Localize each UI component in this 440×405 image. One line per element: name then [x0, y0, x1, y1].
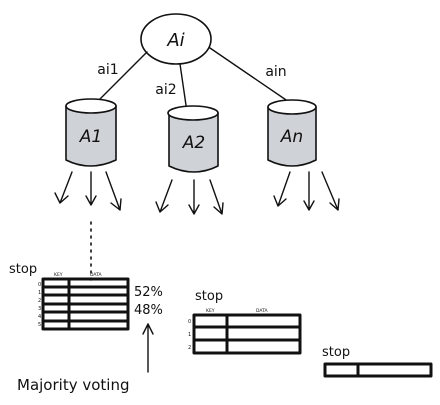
percentage-label-1: 52%	[134, 285, 163, 300]
table-2-header-data: DATA	[256, 308, 269, 314]
table-2-header-key: KEY	[206, 308, 215, 314]
node-label-2: A2	[182, 133, 205, 153]
edge-line-3	[209, 47, 293, 105]
table-1-title: stop	[9, 262, 37, 277]
root-node: Ai	[140, 13, 212, 65]
edge-label-2: ai2	[155, 82, 176, 98]
table-2-row-index: 1	[188, 332, 191, 338]
edge-line-2	[179, 63, 188, 113]
table-2-row-index: 2	[188, 345, 191, 351]
percentage-label-2: 48%	[134, 303, 163, 318]
table-1-header-data: DATA	[90, 272, 103, 278]
node-drum-1: A1	[65, 98, 117, 167]
table-1-row-index: 1	[38, 290, 41, 296]
node-label-1: A1	[79, 127, 102, 147]
table-3-title: stop	[322, 345, 350, 360]
table-1: stop KEY DATA 0 1 2 3 4 5 52% 48%	[9, 262, 163, 373]
arrow-fan-3	[273, 171, 340, 211]
edge-label-1: ai1	[97, 62, 118, 78]
node-drum-2: A2	[167, 105, 219, 173]
up-arrow	[142, 323, 154, 373]
table-2: stop KEY DATA 0 1 2	[188, 289, 302, 355]
edge-label-3: ain	[265, 64, 286, 80]
node-label-3: An	[280, 127, 303, 147]
table-1-row-index: 4	[38, 314, 41, 320]
edges: ai1 ai2 ain	[95, 47, 293, 113]
caption-label: Majority voting	[17, 376, 129, 394]
table-1-row-index: 0	[38, 282, 41, 288]
table-1-row-index: 2	[38, 298, 41, 304]
table-1-header-key: KEY	[54, 272, 63, 278]
table-1-row-index: 5	[38, 322, 41, 328]
table-2-row-index: 0	[188, 319, 191, 325]
root-node-label: Ai	[166, 30, 184, 51]
table-2-title: stop	[195, 289, 223, 304]
table-1-row-index: 3	[38, 306, 41, 312]
node-drum-3: An	[267, 99, 317, 167]
edge-line-1	[95, 51, 148, 104]
table-3: stop	[322, 345, 433, 378]
arrow-fan-2	[155, 179, 224, 215]
arrow-fan-1	[54, 171, 122, 211]
